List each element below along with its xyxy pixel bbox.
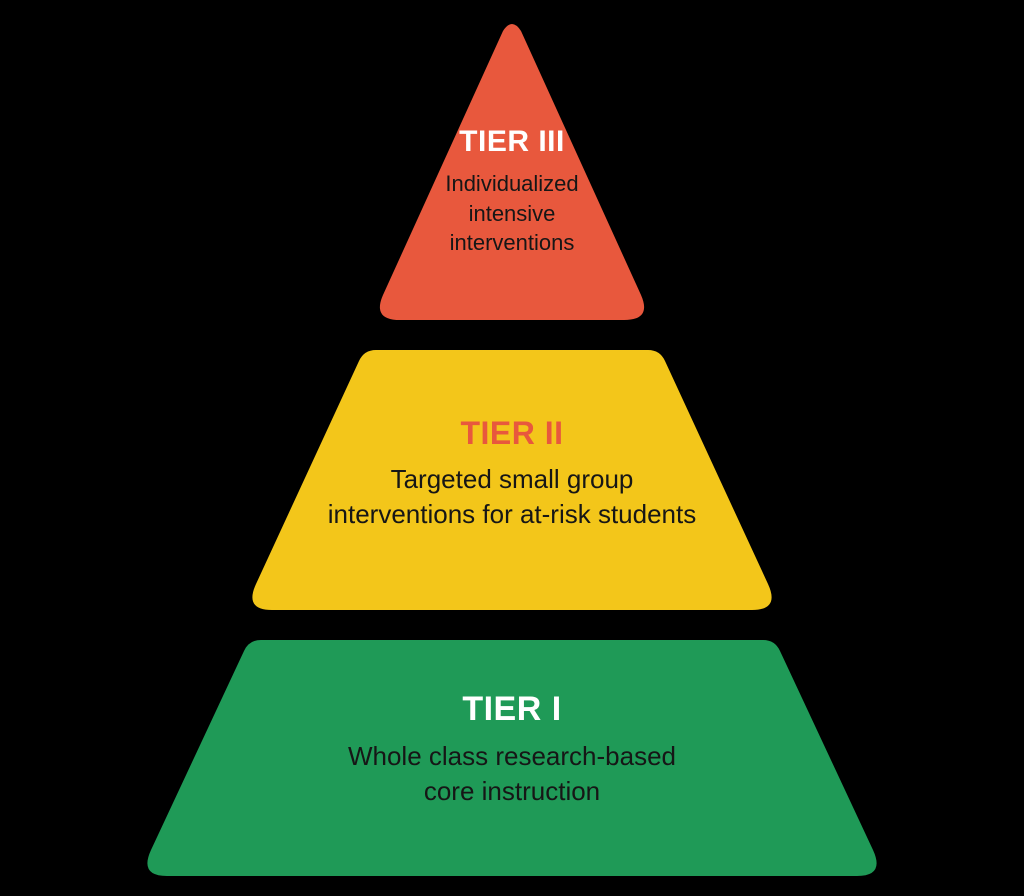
pyramid-shapes	[0, 0, 1024, 896]
tier2-shape	[252, 350, 771, 610]
tier1-shape	[147, 640, 876, 876]
tier3-shape	[380, 24, 644, 320]
pyramid-diagram: TIER III Individualized intensive interv…	[0, 0, 1024, 896]
